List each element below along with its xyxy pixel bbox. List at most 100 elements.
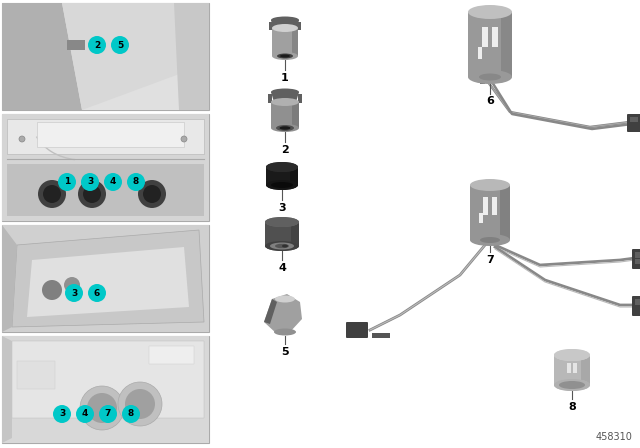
Ellipse shape xyxy=(265,217,299,227)
Bar xyxy=(266,167,298,185)
Circle shape xyxy=(88,36,106,54)
Ellipse shape xyxy=(266,162,298,172)
Bar xyxy=(269,22,273,30)
Bar xyxy=(480,74,485,84)
Polygon shape xyxy=(2,336,12,443)
Bar xyxy=(470,185,510,240)
Circle shape xyxy=(42,280,62,300)
FancyBboxPatch shape xyxy=(346,322,368,338)
Bar xyxy=(492,27,498,47)
Text: 3: 3 xyxy=(59,409,65,418)
Bar xyxy=(2,114,209,221)
Circle shape xyxy=(80,386,124,430)
Ellipse shape xyxy=(480,237,500,243)
Bar xyxy=(12,341,204,418)
Circle shape xyxy=(78,180,106,208)
Polygon shape xyxy=(174,3,209,110)
Text: 8: 8 xyxy=(568,402,576,412)
Bar xyxy=(272,28,298,56)
Text: 4: 4 xyxy=(278,263,286,273)
Text: 3: 3 xyxy=(278,203,286,213)
Ellipse shape xyxy=(554,349,590,361)
Text: 4: 4 xyxy=(82,409,88,418)
Ellipse shape xyxy=(266,180,298,190)
Text: 4: 4 xyxy=(110,177,116,186)
Ellipse shape xyxy=(271,124,299,132)
Bar xyxy=(2,114,209,221)
Bar xyxy=(554,355,590,385)
Circle shape xyxy=(181,136,187,142)
Circle shape xyxy=(88,284,106,302)
Bar xyxy=(372,333,390,338)
Bar xyxy=(567,363,571,373)
Text: 6: 6 xyxy=(94,289,100,297)
Polygon shape xyxy=(271,20,299,28)
Circle shape xyxy=(127,173,145,191)
Bar xyxy=(482,27,488,47)
Bar xyxy=(265,222,299,246)
Bar xyxy=(268,94,272,103)
Circle shape xyxy=(125,389,155,419)
Text: 1: 1 xyxy=(64,177,70,186)
Polygon shape xyxy=(264,299,277,324)
Bar xyxy=(290,167,298,185)
Bar xyxy=(291,222,299,246)
Circle shape xyxy=(81,173,99,191)
Bar xyxy=(500,185,510,240)
Bar xyxy=(478,47,482,59)
Ellipse shape xyxy=(265,241,299,251)
Ellipse shape xyxy=(282,245,288,247)
Ellipse shape xyxy=(554,379,590,391)
Bar xyxy=(2,3,209,110)
Bar xyxy=(7,164,204,216)
Ellipse shape xyxy=(470,179,510,191)
Ellipse shape xyxy=(271,17,299,23)
Text: 8: 8 xyxy=(128,409,134,418)
Ellipse shape xyxy=(271,182,293,188)
Bar xyxy=(37,122,184,147)
Ellipse shape xyxy=(280,126,291,130)
Ellipse shape xyxy=(271,89,299,95)
Ellipse shape xyxy=(272,24,298,32)
Bar xyxy=(483,197,488,215)
Ellipse shape xyxy=(275,244,289,248)
Bar xyxy=(635,299,640,305)
Ellipse shape xyxy=(272,52,298,60)
FancyBboxPatch shape xyxy=(632,296,640,316)
Bar xyxy=(635,259,640,264)
Circle shape xyxy=(58,173,76,191)
Circle shape xyxy=(83,185,101,203)
Bar xyxy=(17,361,55,389)
FancyBboxPatch shape xyxy=(632,249,640,269)
Circle shape xyxy=(99,405,117,423)
Ellipse shape xyxy=(276,125,294,131)
Text: 7: 7 xyxy=(486,255,494,265)
Ellipse shape xyxy=(280,55,290,57)
Ellipse shape xyxy=(554,379,590,391)
Bar xyxy=(468,12,512,77)
Circle shape xyxy=(19,136,25,142)
Bar xyxy=(7,119,204,154)
Polygon shape xyxy=(62,3,209,110)
Ellipse shape xyxy=(266,180,298,190)
Bar xyxy=(292,102,299,128)
Text: 8: 8 xyxy=(133,177,139,186)
Bar xyxy=(573,363,577,373)
Bar xyxy=(501,12,512,77)
Circle shape xyxy=(111,36,129,54)
Circle shape xyxy=(64,277,80,293)
Bar xyxy=(2,336,209,443)
Ellipse shape xyxy=(275,296,295,302)
Bar xyxy=(67,40,85,50)
Bar xyxy=(2,225,209,332)
Polygon shape xyxy=(271,92,299,102)
Ellipse shape xyxy=(470,234,510,246)
Polygon shape xyxy=(27,247,189,317)
Ellipse shape xyxy=(265,241,299,251)
Text: 7: 7 xyxy=(105,409,111,418)
Bar xyxy=(479,213,483,223)
Text: 5: 5 xyxy=(117,40,123,49)
Circle shape xyxy=(65,284,83,302)
Text: 1: 1 xyxy=(281,73,289,83)
Bar xyxy=(271,102,299,128)
